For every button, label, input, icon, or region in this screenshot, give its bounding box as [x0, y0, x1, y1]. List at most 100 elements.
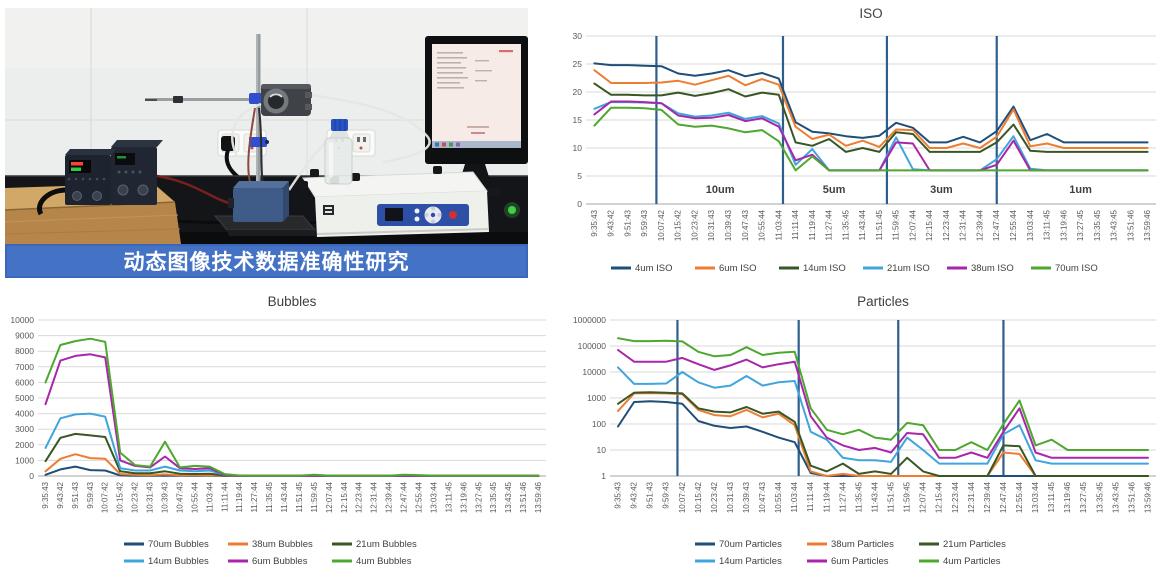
- x-tick-label: 10:39:43: [724, 209, 733, 241]
- legend-label: 4um Particles: [943, 556, 1001, 567]
- x-tick-label: 13:11:45: [444, 481, 453, 512]
- x-tick-label: 10:39:43: [161, 481, 170, 513]
- x-tick-label: 9:35:43: [614, 481, 623, 508]
- x-tick-label: 10:47:43: [758, 481, 767, 513]
- x-tick-label: 12:23:44: [942, 209, 951, 241]
- status-led: [504, 202, 520, 218]
- x-tick-label: 13:35:45: [1095, 481, 1104, 513]
- series-4um-ISO: [593, 62, 1149, 144]
- x-tick-label: 13:35:45: [489, 481, 498, 513]
- x-tick-label: 11:43:44: [870, 481, 879, 512]
- series-4um-Bubbles: [44, 337, 540, 477]
- x-tick-label: 13:59:46: [534, 481, 543, 513]
- x-tick-label: 12:07:44: [919, 481, 928, 513]
- x-tick-label: 12:39:44: [975, 209, 984, 241]
- x-tick-label: 9:43:42: [630, 481, 639, 508]
- x-tick-label: 11:59:45: [903, 481, 912, 512]
- y-tick-label: 100000: [578, 341, 607, 351]
- y-tick-label: 0: [577, 199, 582, 209]
- legend-label: 14um ISO: [803, 263, 846, 274]
- x-tick-label: 9:35:43: [41, 481, 50, 508]
- legend-label: 14um Particles: [719, 556, 782, 567]
- series-14um-ISO: [593, 82, 1149, 153]
- x-tick-label: 12:07:44: [908, 209, 917, 241]
- flow-cell-box: [228, 181, 289, 222]
- x-tick-label: 13:27:45: [1076, 209, 1085, 241]
- x-tick-label: 13:59:46: [1143, 481, 1152, 513]
- section-label: 3um: [930, 184, 953, 196]
- x-tick-label: 13:11:45: [1043, 209, 1052, 240]
- iso-chart-panel: ISO 0 5 10 15 20 25 30 9:35:43 9:43:42 9:51:43 9:59…: [562, 0, 1164, 290]
- y-tick-label: 1000000: [573, 315, 606, 325]
- legend-label: 21um Particles: [943, 539, 1006, 550]
- section-label: 5um: [823, 184, 846, 196]
- x-tick-label: 9:51:43: [646, 481, 655, 508]
- x-tick-label: 10:47:43: [741, 209, 750, 241]
- x-tick-label: 13:03:44: [1031, 481, 1040, 513]
- x-tick-label: 11:59:45: [310, 481, 319, 512]
- x-tick-label: 12:23:44: [951, 481, 960, 513]
- x-tick-label: 13:11:45: [1047, 481, 1056, 512]
- y-tick-label: 10000: [10, 315, 34, 325]
- x-tick-label: 12:31:44: [967, 481, 976, 513]
- x-tick-label: 13:51:46: [519, 481, 528, 513]
- series-6um-Particles: [617, 349, 1149, 459]
- x-tick-label: 10:07:42: [657, 209, 666, 241]
- x-tick-label: 10:55:44: [758, 209, 767, 241]
- y-tick-label: 1000: [587, 393, 606, 403]
- series-4um-Particles: [617, 337, 1149, 451]
- y-tick-label: 25: [573, 59, 583, 69]
- x-tick-label: 13:27:45: [474, 481, 483, 513]
- x-tick-label: 11:11:44: [220, 481, 229, 512]
- section-label: 1um: [1069, 184, 1092, 196]
- x-tick-label: 10:15:42: [694, 481, 703, 513]
- x-tick-label: 13:19:46: [459, 481, 468, 513]
- y-tick-label: 20: [573, 87, 583, 97]
- legend-label: 38um Particles: [831, 539, 894, 550]
- x-tick-label: 11:27:44: [838, 481, 847, 512]
- x-tick-label: 12:15:44: [935, 481, 944, 513]
- y-tick-label: 100: [592, 419, 606, 429]
- y-tick-label: 1: [601, 471, 606, 481]
- x-tick-label: 9:43:42: [607, 209, 616, 236]
- power-supplies: [37, 140, 234, 216]
- bubbles-chart-panel: Bubbles 0 1000 2000 3000 4000 5000 6000 7000 8000…: [0, 290, 560, 572]
- x-tick-label: 10:55:44: [774, 481, 783, 513]
- x-tick-label: 11:19:44: [808, 209, 817, 240]
- x-tick-label: 13:19:46: [1063, 481, 1072, 513]
- x-tick-label: 11:19:44: [822, 481, 831, 512]
- x-tick-label: 10:15:42: [116, 481, 125, 513]
- legend-label: 38um Bubbles: [252, 539, 313, 550]
- x-tick-label: 10:23:42: [131, 481, 140, 513]
- x-tick-label: 9:43:42: [56, 481, 65, 508]
- y-tick-label: 9000: [15, 331, 34, 341]
- x-tick-label: 12:39:44: [983, 481, 992, 513]
- x-tick-label: 13:51:46: [1127, 481, 1136, 513]
- x-tick-label: 11:27:44: [250, 481, 259, 512]
- x-tick-label: 12:31:44: [370, 481, 379, 513]
- monitor: [425, 36, 528, 196]
- x-tick-label: 11:19:44: [235, 481, 244, 512]
- legend-label: 21um Bubbles: [356, 539, 417, 550]
- y-tick-label: 7000: [15, 362, 34, 372]
- x-tick-label: 9:59:43: [86, 481, 95, 508]
- x-tick-label: 10:39:43: [742, 481, 751, 513]
- x-tick-label: 13:51:46: [1126, 209, 1135, 241]
- x-tick-label: 13:43:45: [504, 481, 513, 513]
- x-tick-label: 11:43:44: [858, 209, 867, 240]
- series-6um-ISO: [593, 69, 1149, 149]
- x-tick-label: 13:03:44: [1026, 209, 1035, 241]
- y-tick-label: 8000: [15, 346, 34, 356]
- x-tick-label: 11:35:45: [841, 209, 850, 240]
- x-tick-label: 12:47:44: [992, 209, 1001, 241]
- x-tick-label: 9:35:43: [590, 209, 599, 236]
- x-tick-label: 12:07:44: [325, 481, 334, 513]
- lab-photo: [4, 8, 528, 244]
- chart-title: Bubbles: [268, 294, 317, 309]
- x-tick-label: 11:59:45: [892, 209, 901, 240]
- y-tick-label: 10: [597, 445, 607, 455]
- legend-label: 6um Bubbles: [252, 556, 308, 567]
- x-tick-label: 13:59:46: [1143, 209, 1152, 241]
- x-tick-label: 11:51:45: [295, 481, 304, 512]
